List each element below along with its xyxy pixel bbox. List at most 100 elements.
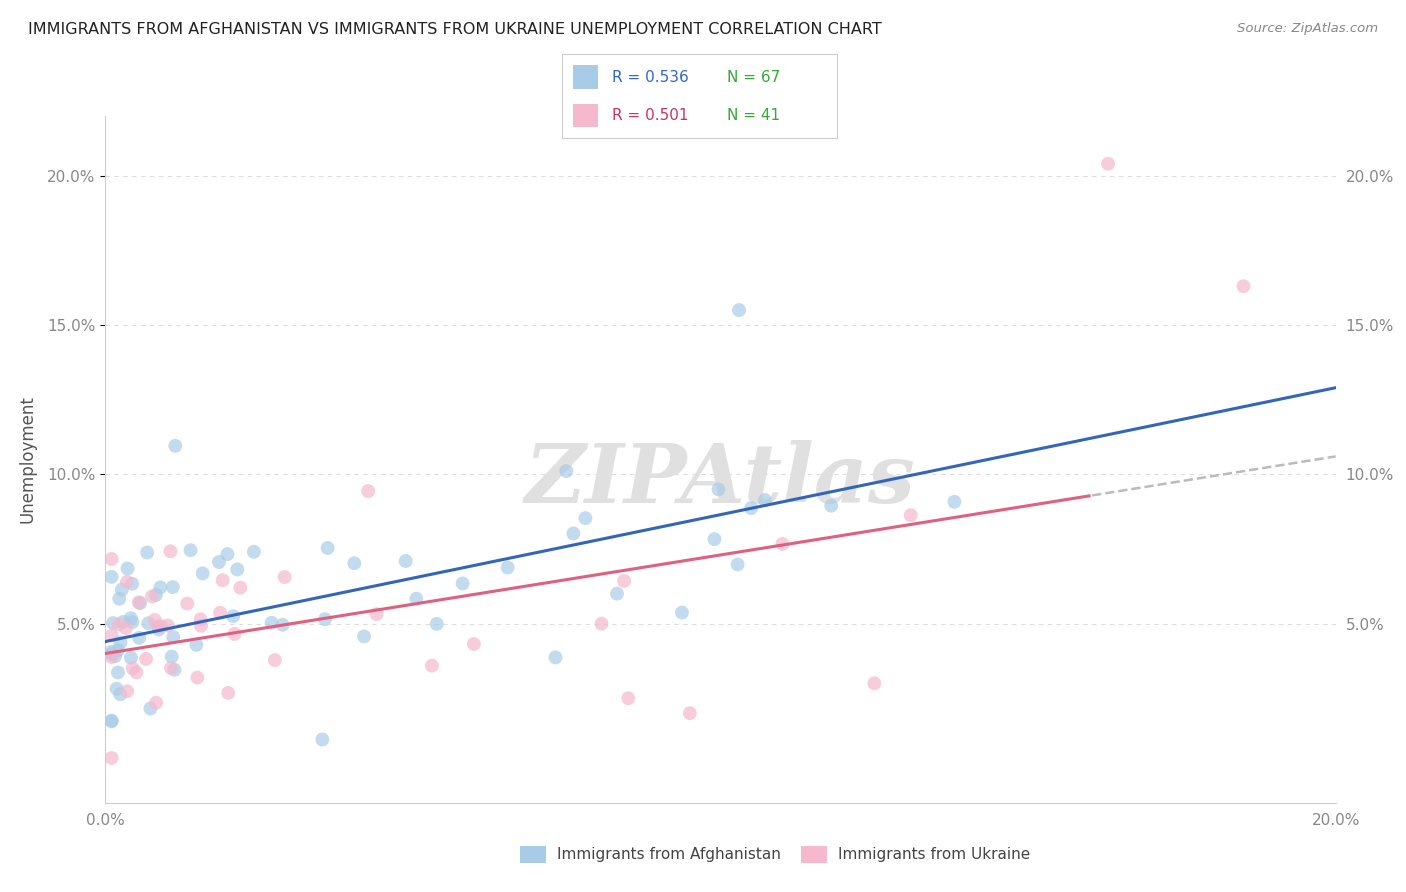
Point [160,649,183,664]
Point [343,556,366,570]
Bar [574,103,598,128]
Point [112,615,135,629]
Point [1097,157,1119,171]
Point [463,637,485,651]
Point [100,570,122,584]
Point [770,537,793,551]
Point [357,484,380,499]
Point [311,732,333,747]
Point [143,613,166,627]
Bar [574,65,598,89]
Point [176,597,198,611]
Point [163,663,186,677]
Point [613,574,636,588]
Point [217,547,239,561]
Point [128,595,150,609]
Point [900,508,922,523]
Point [562,526,585,541]
Point [451,576,474,591]
Point [145,588,167,602]
Point [366,607,388,622]
Point [135,652,157,666]
Point [190,619,212,633]
Point [121,615,143,630]
Text: N = 41: N = 41 [727,108,780,123]
Point [314,612,336,626]
Point [162,630,184,644]
Point [606,587,628,601]
Point [115,684,138,698]
Point [224,627,246,641]
Point [115,574,138,589]
Point [740,501,762,516]
Point [100,552,122,566]
Point [101,616,124,631]
Text: Immigrants from Ukraine: Immigrants from Ukraine [838,847,1031,862]
Point [100,751,122,765]
Text: N = 67: N = 67 [727,70,780,85]
Point [209,606,232,620]
Point [191,566,214,581]
Point [100,645,122,659]
Point [120,650,142,665]
Point [260,615,283,630]
Text: R = 0.536: R = 0.536 [612,70,689,85]
Point [229,581,252,595]
Point [107,643,129,657]
Point [273,570,295,584]
Y-axis label: Unemployment: Unemployment [18,395,37,524]
Point [100,714,122,728]
Point [162,580,184,594]
Point [148,623,170,637]
Point [671,606,693,620]
Point [226,562,249,576]
Point [420,658,443,673]
Point [754,493,776,508]
Point [820,499,842,513]
Point [863,676,886,690]
Point [156,618,179,632]
Point [100,647,122,661]
Point [111,582,134,597]
Point [110,687,132,701]
Point [555,464,578,478]
Point [107,617,129,632]
Point [186,671,208,685]
Point [149,581,172,595]
Point [496,560,519,574]
Point [271,617,294,632]
Point [217,686,239,700]
Point [405,591,427,606]
Point [186,638,208,652]
Point [141,590,163,604]
Point [128,631,150,645]
Point [107,665,129,680]
Point [136,616,159,631]
Point [727,558,749,572]
Point [165,439,187,453]
Point [121,576,143,591]
Point [104,649,127,664]
Point [145,696,167,710]
Point [211,574,233,588]
Point [544,650,567,665]
Point [129,596,152,610]
Text: ZIPAtlas: ZIPAtlas [524,440,917,520]
Point [190,612,212,626]
Text: IMMIGRANTS FROM AFGHANISTAN VS IMMIGRANTS FROM UKRAINE UNEMPLOYMENT CORRELATION : IMMIGRANTS FROM AFGHANISTAN VS IMMIGRANT… [28,22,882,37]
Point [117,561,139,575]
Point [160,661,183,675]
Point [263,653,285,667]
Point [105,681,128,696]
Point [617,691,640,706]
Point [707,483,730,497]
Point [115,621,138,635]
Point [108,591,131,606]
Point [943,495,966,509]
Point [159,544,181,558]
Point [100,628,122,642]
Point [591,616,613,631]
Point [208,555,231,569]
Point [353,630,375,644]
Point [146,619,169,633]
